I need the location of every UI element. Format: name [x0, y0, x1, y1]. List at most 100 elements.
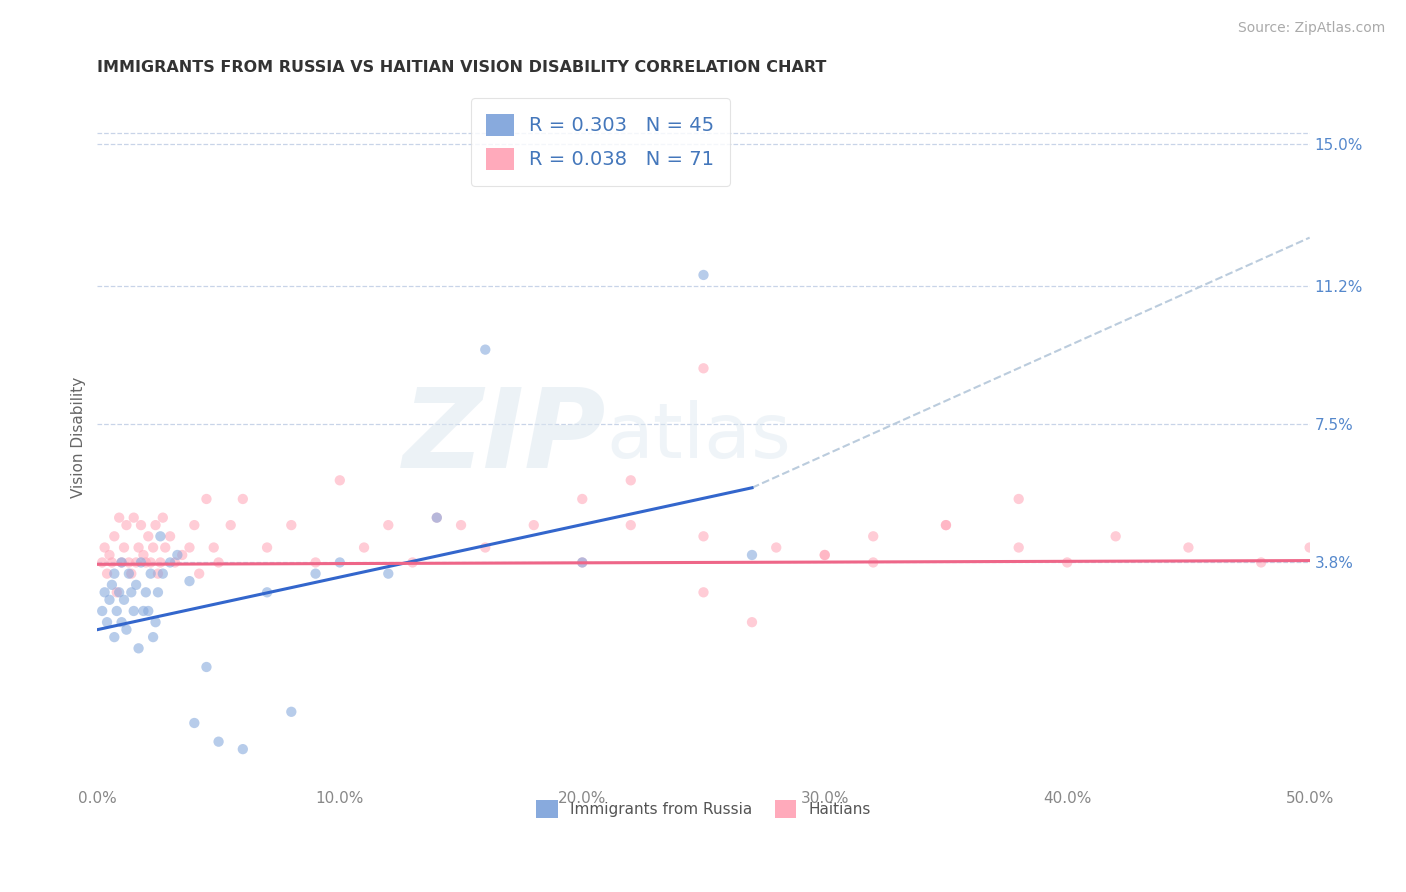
Point — [741, 615, 763, 630]
Point — [149, 556, 172, 570]
Point — [128, 541, 150, 555]
Point — [108, 585, 131, 599]
Point — [136, 604, 159, 618]
Point — [183, 716, 205, 731]
Point — [862, 556, 884, 570]
Point — [105, 585, 128, 599]
Point — [620, 473, 643, 487]
Point — [159, 529, 181, 543]
Point — [1298, 541, 1320, 555]
Point — [135, 585, 157, 599]
Point — [474, 541, 496, 555]
Point — [103, 630, 125, 644]
Point — [232, 491, 254, 506]
Point — [741, 548, 763, 562]
Point — [91, 556, 114, 570]
Point — [935, 518, 957, 533]
Point — [571, 556, 593, 570]
Point — [304, 566, 326, 581]
Point — [232, 742, 254, 756]
Point — [98, 592, 121, 607]
Point — [112, 592, 135, 607]
Point — [120, 585, 142, 599]
Point — [450, 518, 472, 533]
Text: ZIP: ZIP — [404, 384, 606, 491]
Point — [163, 556, 186, 570]
Point — [145, 518, 167, 533]
Point — [120, 566, 142, 581]
Point — [862, 529, 884, 543]
Point — [202, 541, 225, 555]
Point — [280, 705, 302, 719]
Point — [426, 510, 449, 524]
Point — [139, 556, 162, 570]
Point — [329, 556, 352, 570]
Point — [1008, 541, 1031, 555]
Point — [1177, 541, 1199, 555]
Point — [93, 541, 115, 555]
Point — [814, 548, 837, 562]
Point — [474, 343, 496, 357]
Point — [207, 556, 229, 570]
Point — [136, 529, 159, 543]
Point — [256, 541, 278, 555]
Point — [152, 566, 174, 581]
Point — [353, 541, 375, 555]
Point — [183, 518, 205, 533]
Point — [195, 660, 218, 674]
Point — [692, 268, 714, 282]
Point — [93, 585, 115, 599]
Point — [115, 518, 138, 533]
Point — [377, 566, 399, 581]
Point — [110, 615, 132, 630]
Point — [128, 641, 150, 656]
Point — [935, 518, 957, 533]
Point — [118, 556, 141, 570]
Point — [571, 556, 593, 570]
Point — [142, 630, 165, 644]
Point — [620, 518, 643, 533]
Point — [152, 510, 174, 524]
Point — [207, 734, 229, 748]
Point — [1008, 491, 1031, 506]
Point — [1105, 529, 1128, 543]
Point — [103, 529, 125, 543]
Point — [179, 541, 201, 555]
Point — [125, 556, 148, 570]
Point — [145, 615, 167, 630]
Point — [101, 578, 124, 592]
Point — [132, 604, 155, 618]
Point — [195, 491, 218, 506]
Point — [139, 566, 162, 581]
Point — [91, 604, 114, 618]
Point — [256, 585, 278, 599]
Legend: Immigrants from Russia, Haitians: Immigrants from Russia, Haitians — [530, 795, 877, 824]
Point — [129, 556, 152, 570]
Point — [110, 556, 132, 570]
Point — [280, 518, 302, 533]
Text: Source: ZipAtlas.com: Source: ZipAtlas.com — [1237, 21, 1385, 35]
Point — [96, 566, 118, 581]
Point — [166, 548, 188, 562]
Point — [132, 548, 155, 562]
Point — [172, 548, 194, 562]
Text: atlas: atlas — [606, 401, 792, 475]
Point — [98, 548, 121, 562]
Point — [179, 574, 201, 588]
Point — [401, 556, 423, 570]
Point — [101, 556, 124, 570]
Point — [96, 615, 118, 630]
Point — [329, 473, 352, 487]
Point — [142, 541, 165, 555]
Point — [692, 529, 714, 543]
Point — [112, 541, 135, 555]
Point — [219, 518, 242, 533]
Point — [125, 578, 148, 592]
Point — [149, 529, 172, 543]
Point — [135, 556, 157, 570]
Point — [188, 566, 211, 581]
Point — [122, 604, 145, 618]
Point — [108, 510, 131, 524]
Point — [571, 491, 593, 506]
Y-axis label: Vision Disability: Vision Disability — [72, 376, 86, 498]
